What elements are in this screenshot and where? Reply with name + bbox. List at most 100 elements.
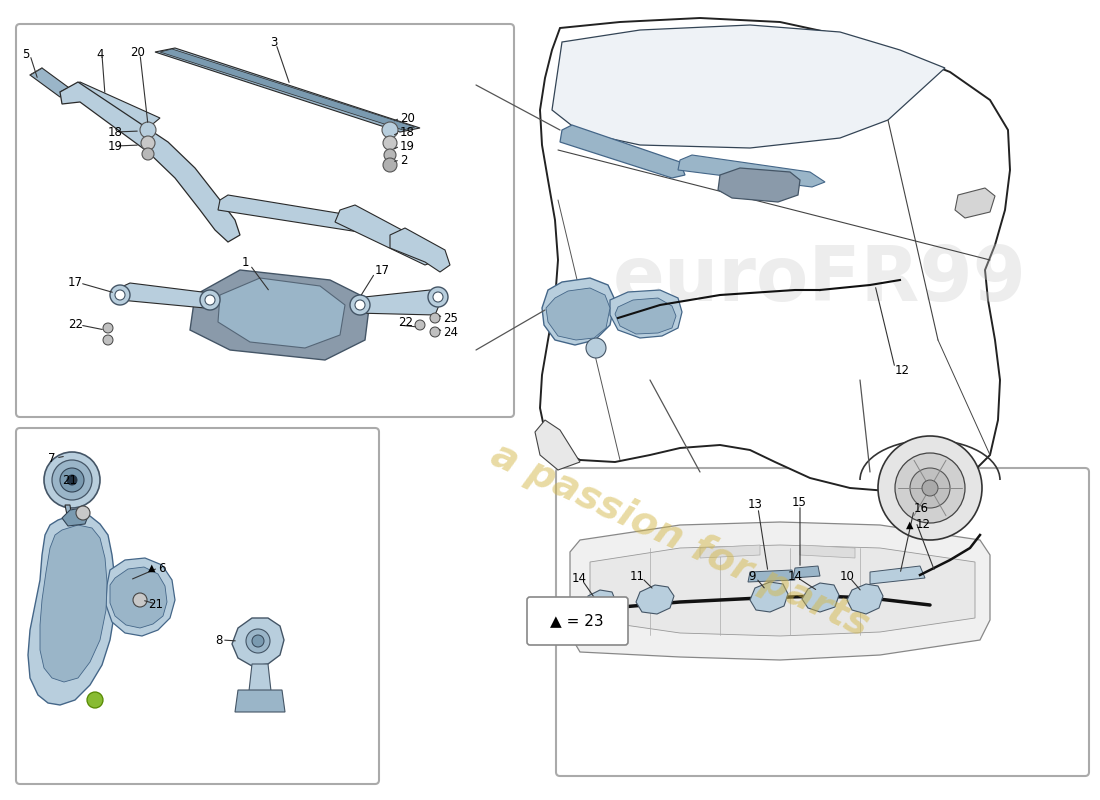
Text: 5: 5	[22, 49, 30, 62]
Circle shape	[895, 453, 965, 523]
Polygon shape	[748, 570, 795, 582]
Polygon shape	[870, 566, 925, 584]
Text: 1: 1	[242, 257, 250, 270]
Text: 15: 15	[792, 495, 807, 509]
Polygon shape	[552, 25, 945, 148]
Polygon shape	[336, 205, 438, 265]
Polygon shape	[955, 188, 996, 218]
Circle shape	[141, 136, 155, 150]
Circle shape	[878, 436, 982, 540]
Text: 22: 22	[398, 315, 412, 329]
Circle shape	[44, 452, 100, 508]
Circle shape	[384, 149, 396, 161]
Text: 13: 13	[748, 498, 763, 511]
Text: 3: 3	[270, 35, 277, 49]
Polygon shape	[542, 278, 615, 345]
Polygon shape	[60, 82, 240, 242]
Text: 14: 14	[788, 570, 803, 582]
Text: 17: 17	[68, 277, 82, 290]
Text: 20: 20	[400, 111, 415, 125]
Text: ▲ = 23: ▲ = 23	[550, 614, 604, 629]
Polygon shape	[116, 283, 210, 308]
Text: ▲: ▲	[906, 520, 913, 530]
Text: 17: 17	[375, 263, 390, 277]
Polygon shape	[390, 228, 450, 272]
Polygon shape	[155, 48, 420, 132]
Polygon shape	[610, 290, 682, 338]
Circle shape	[428, 287, 448, 307]
Text: 25: 25	[443, 311, 458, 325]
Polygon shape	[232, 618, 284, 666]
Circle shape	[116, 290, 125, 300]
Circle shape	[382, 122, 398, 138]
Circle shape	[67, 475, 77, 485]
Polygon shape	[540, 18, 1010, 492]
Text: 9: 9	[748, 570, 756, 582]
Polygon shape	[218, 195, 385, 235]
Text: 21: 21	[62, 474, 77, 486]
Text: 10: 10	[840, 570, 855, 582]
Circle shape	[252, 635, 264, 647]
Polygon shape	[355, 290, 440, 315]
Text: 2: 2	[400, 154, 407, 166]
Text: 21: 21	[148, 598, 163, 610]
Polygon shape	[110, 567, 167, 628]
Text: 14: 14	[572, 571, 587, 585]
Circle shape	[430, 313, 440, 323]
Polygon shape	[160, 49, 415, 130]
Polygon shape	[28, 514, 115, 705]
Polygon shape	[700, 545, 760, 558]
Circle shape	[133, 593, 147, 607]
FancyBboxPatch shape	[16, 24, 514, 417]
Polygon shape	[560, 125, 685, 178]
Text: 12: 12	[895, 363, 910, 377]
Polygon shape	[615, 298, 676, 334]
Circle shape	[355, 300, 365, 310]
Polygon shape	[750, 582, 788, 612]
Circle shape	[246, 629, 270, 653]
Text: 24: 24	[443, 326, 458, 338]
Text: 18: 18	[400, 126, 415, 138]
Polygon shape	[802, 583, 839, 612]
Circle shape	[910, 468, 950, 508]
FancyBboxPatch shape	[16, 428, 379, 784]
Circle shape	[383, 136, 397, 150]
Polygon shape	[636, 585, 674, 614]
Circle shape	[415, 320, 425, 330]
Text: euroFR99: euroFR99	[613, 243, 1027, 317]
Polygon shape	[678, 155, 825, 187]
FancyBboxPatch shape	[527, 597, 628, 645]
Polygon shape	[235, 690, 285, 712]
Text: 7: 7	[48, 451, 55, 465]
Text: 4: 4	[96, 49, 103, 62]
Polygon shape	[793, 566, 820, 578]
Polygon shape	[546, 288, 611, 340]
Text: 6: 6	[158, 562, 165, 574]
Circle shape	[76, 506, 90, 520]
Polygon shape	[190, 270, 370, 360]
Circle shape	[142, 148, 154, 160]
Circle shape	[350, 295, 370, 315]
FancyBboxPatch shape	[556, 468, 1089, 776]
Text: a passion for parts: a passion for parts	[485, 435, 874, 645]
Circle shape	[200, 290, 220, 310]
Polygon shape	[65, 505, 72, 520]
Polygon shape	[30, 68, 72, 97]
Text: ▲: ▲	[148, 563, 155, 573]
Polygon shape	[40, 525, 107, 682]
Circle shape	[586, 338, 606, 358]
Text: 12: 12	[916, 518, 931, 531]
Polygon shape	[218, 278, 345, 348]
Text: 16: 16	[914, 502, 929, 514]
Text: 22: 22	[68, 318, 82, 331]
Polygon shape	[60, 82, 160, 128]
Polygon shape	[106, 558, 175, 636]
Circle shape	[103, 335, 113, 345]
Circle shape	[383, 158, 397, 172]
Text: 20: 20	[130, 46, 145, 58]
Circle shape	[60, 468, 84, 492]
Polygon shape	[718, 168, 800, 202]
Text: 18: 18	[108, 126, 123, 138]
Polygon shape	[590, 545, 975, 636]
Circle shape	[110, 285, 130, 305]
